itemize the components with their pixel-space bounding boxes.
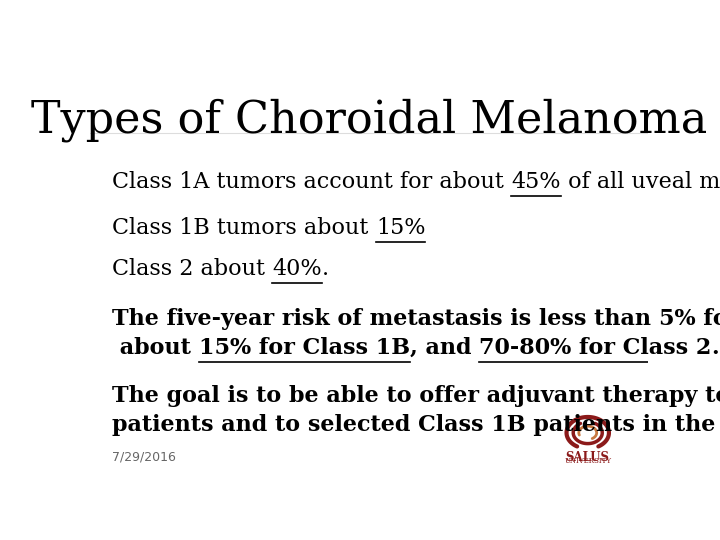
Text: of all uveal melanomas: of all uveal melanomas	[561, 171, 720, 193]
Text: 15% for Class 1B: 15% for Class 1B	[199, 337, 410, 359]
Text: Types of Choroidal Melanoma: Types of Choroidal Melanoma	[31, 98, 707, 141]
Text: patients and to selected Class 1B patients in the near future: patients and to selected Class 1B patien…	[112, 414, 720, 436]
Text: .: .	[711, 337, 719, 359]
Text: Class 1B tumors about: Class 1B tumors about	[112, 217, 376, 239]
Text: 40%: 40%	[272, 258, 322, 280]
Text: , and: , and	[410, 337, 480, 359]
Text: 45%: 45%	[511, 171, 561, 193]
Text: The goal is to be able to offer adjuvant therapy to all Class 2: The goal is to be able to offer adjuvant…	[112, 385, 720, 407]
Text: 70-80% for Class 2: 70-80% for Class 2	[480, 337, 711, 359]
Text: about: about	[112, 337, 199, 359]
Text: Class 1A tumors account for about: Class 1A tumors account for about	[112, 171, 511, 193]
Text: UNIVERSITY: UNIVERSITY	[564, 457, 611, 465]
Text: .: .	[322, 258, 329, 280]
Text: 7/29/2016: 7/29/2016	[112, 451, 176, 464]
Text: The five-year risk of metastasis is less than: The five-year risk of metastasis is less…	[112, 308, 659, 330]
Text: 15%: 15%	[376, 217, 426, 239]
Text: Class 2 about: Class 2 about	[112, 258, 272, 280]
Text: SALUS: SALUS	[566, 451, 610, 464]
Text: 5% for Class 1A: 5% for Class 1A	[659, 308, 720, 330]
